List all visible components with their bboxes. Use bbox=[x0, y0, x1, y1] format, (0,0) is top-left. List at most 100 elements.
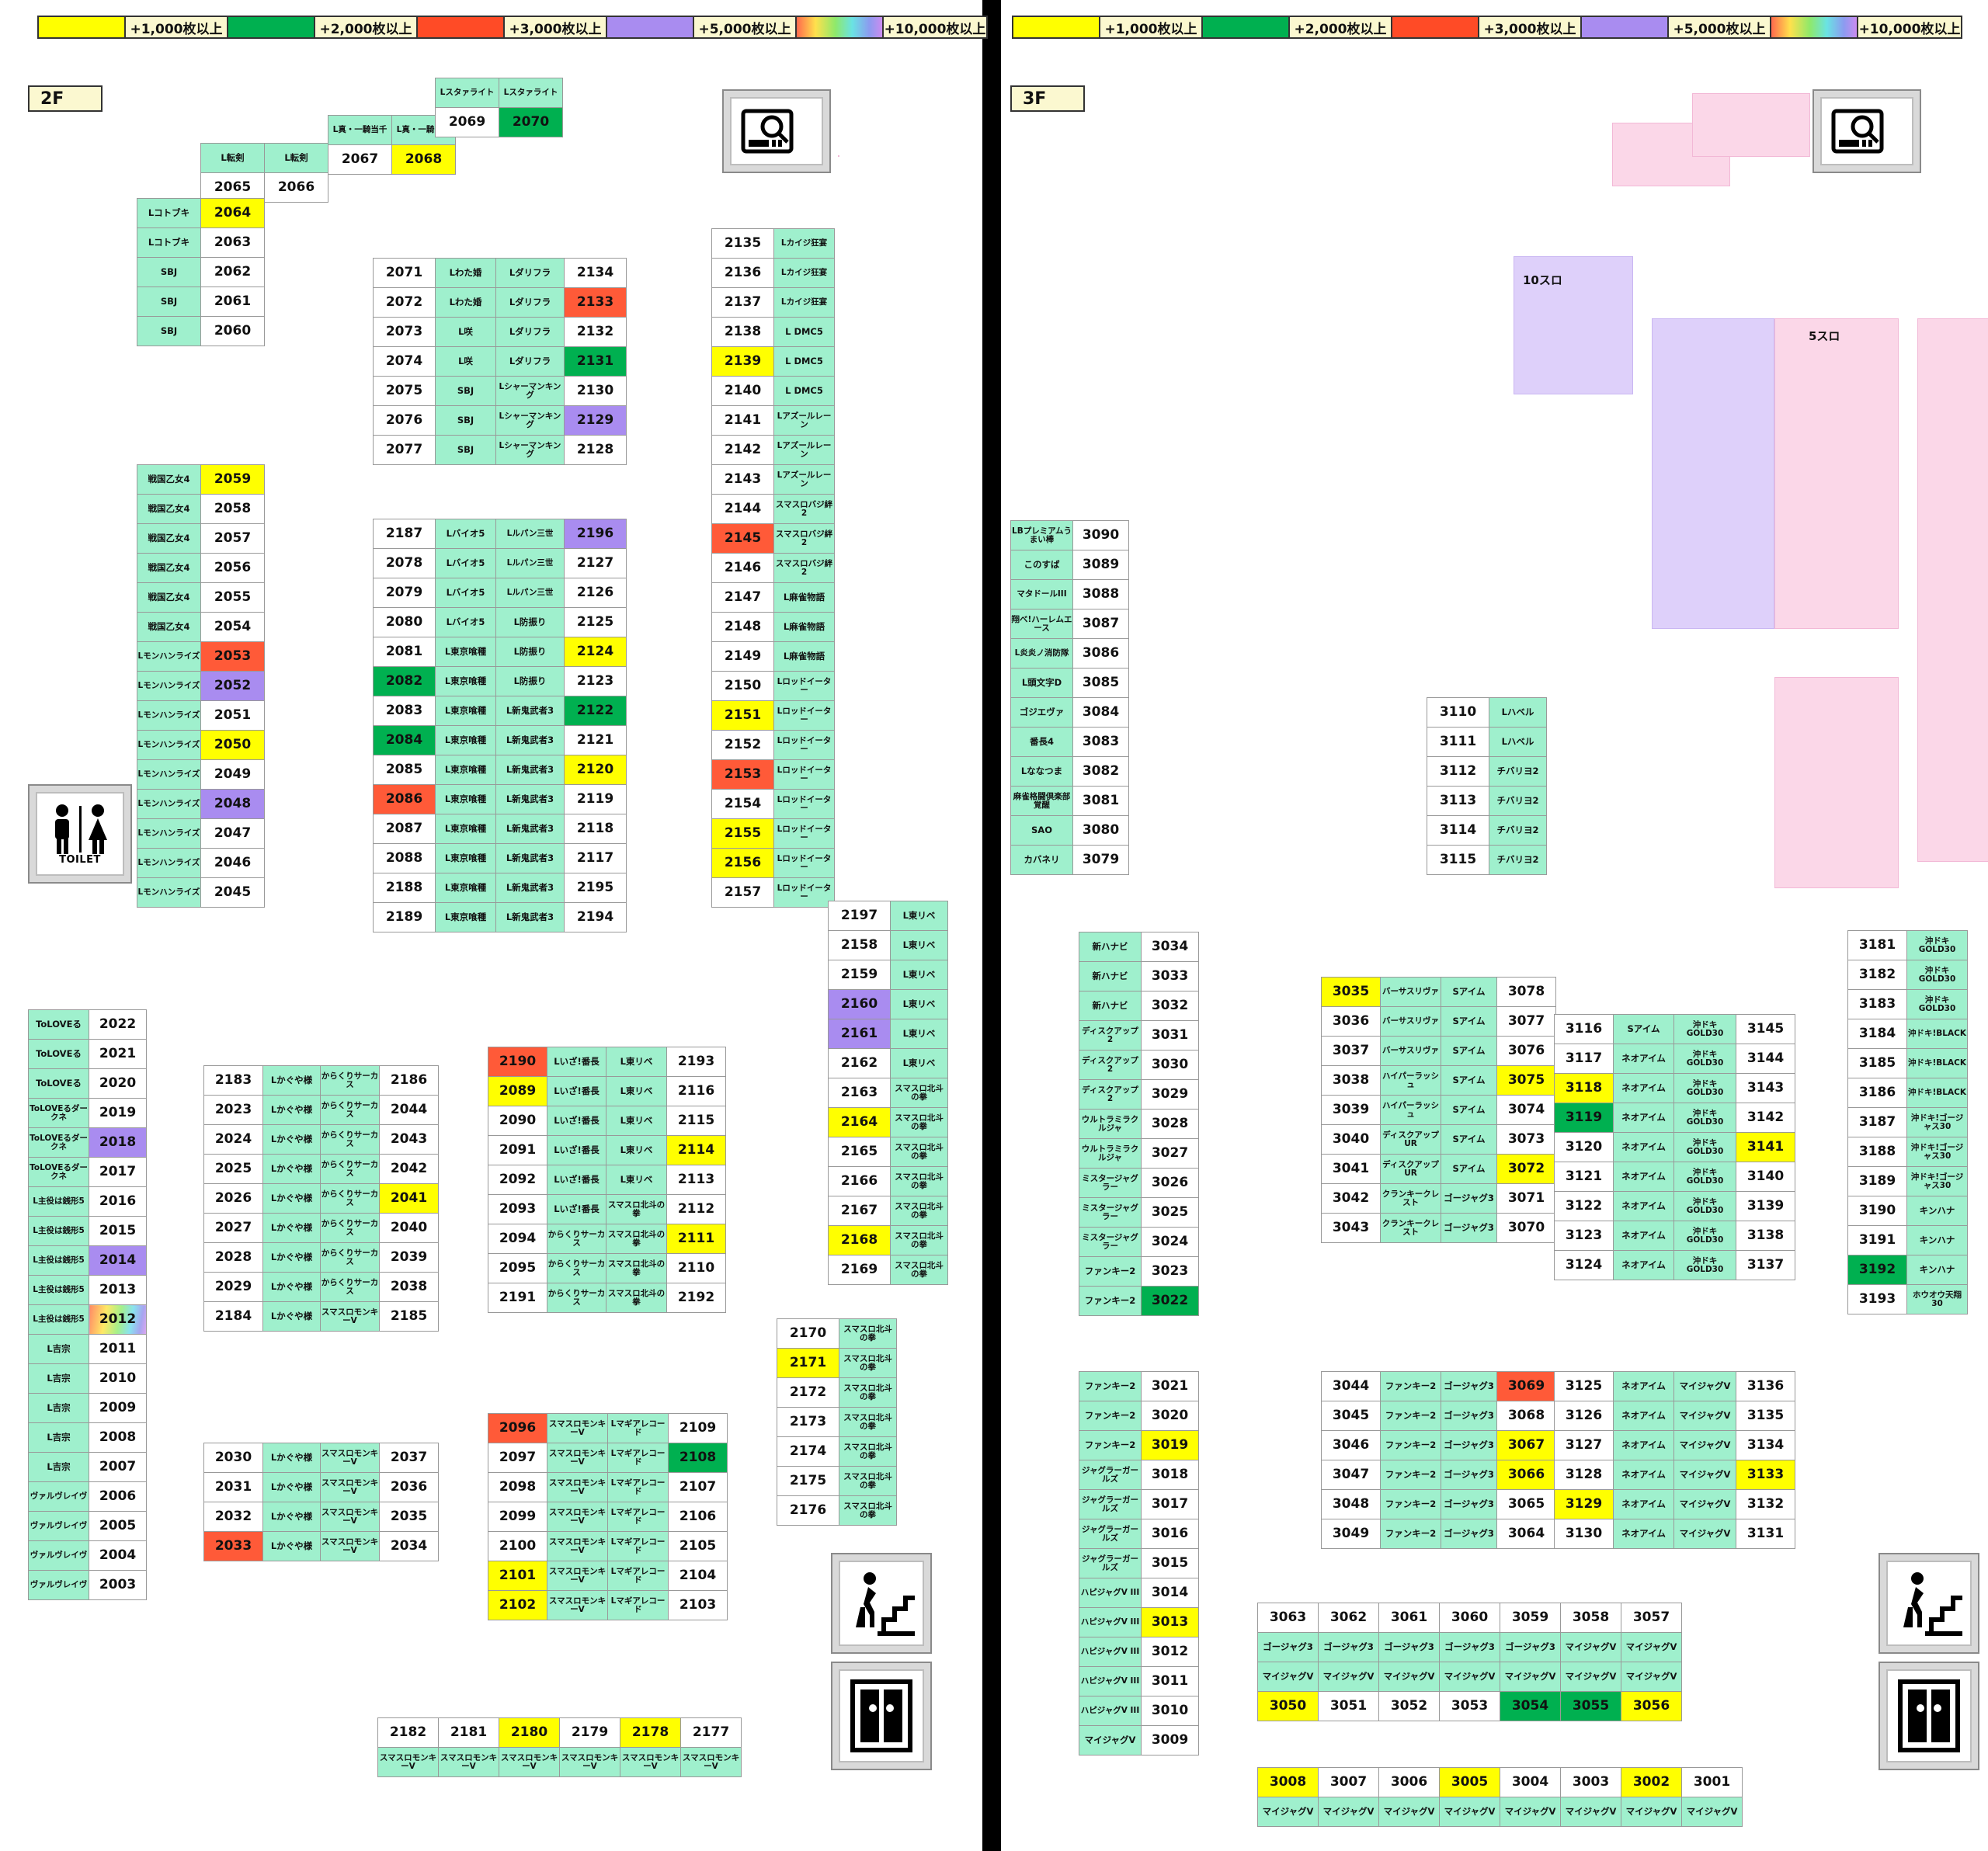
machine-name-cell[interactable]: Lモンハンライズ bbox=[137, 877, 201, 908]
machine-name-cell[interactable]: ゴージャグ3 bbox=[1441, 1371, 1497, 1401]
machine-name-cell[interactable]: Lシャーマンキング bbox=[495, 435, 565, 465]
machine-name-cell[interactable]: Lシャーマンキング bbox=[495, 376, 565, 406]
machine-number-cell[interactable]: 2196 bbox=[564, 519, 627, 549]
machine-name-cell[interactable]: Lいざ!番長 bbox=[547, 1076, 606, 1106]
machine-name-cell[interactable]: Lバイオ5 bbox=[435, 548, 496, 578]
machine-number-cell[interactable]: 3013 bbox=[1141, 1607, 1199, 1637]
machine-number-cell[interactable]: 2055 bbox=[200, 582, 265, 613]
machine-number-cell[interactable]: 3018 bbox=[1141, 1460, 1199, 1490]
machine-name-cell[interactable]: ネオアイム bbox=[1613, 1250, 1674, 1280]
machine-number-cell[interactable]: 3126 bbox=[1554, 1401, 1614, 1431]
machine-name-cell[interactable]: Lモンハンライズ bbox=[137, 641, 201, 672]
machine-number-cell[interactable]: 2058 bbox=[200, 494, 265, 524]
machine-number-cell[interactable]: 2182 bbox=[377, 1717, 439, 1748]
machine-number-cell[interactable]: 2017 bbox=[89, 1157, 147, 1187]
machine-number-cell[interactable]: 2033 bbox=[203, 1531, 263, 1561]
machine-number-cell[interactable]: 2188 bbox=[373, 873, 436, 903]
machine-name-cell[interactable]: ミスタージャグラー bbox=[1079, 1197, 1142, 1228]
machine-name-cell[interactable]: Lバイオ5 bbox=[435, 578, 496, 608]
machine-name-cell[interactable]: スマスロモンキーV bbox=[320, 1502, 380, 1532]
machine-number-cell[interactable]: 3118 bbox=[1554, 1073, 1614, 1103]
machine-number-cell[interactable]: 2071 bbox=[373, 258, 436, 288]
machine-name-cell[interactable]: Lかぐや様 bbox=[262, 1502, 321, 1532]
machine-name-cell[interactable]: LBプレミアムうまい棒 bbox=[1010, 520, 1073, 550]
table-2187[interactable]: 2187 Lバイオ5 Lルパン三世 2196 2078 Lバイオ5 Lルパン三世 2127 20… bbox=[373, 519, 627, 932]
machine-number-cell[interactable]: 3117 bbox=[1554, 1044, 1614, 1074]
machine-name-cell[interactable]: Lルパン三世 bbox=[495, 578, 565, 608]
machine-number-cell[interactable]: 3069 bbox=[1496, 1371, 1556, 1401]
machine-number-cell[interactable]: 3182 bbox=[1847, 960, 1907, 990]
machine-number-cell[interactable]: 2189 bbox=[373, 902, 436, 932]
machine-name-cell[interactable]: L東リベ bbox=[606, 1076, 667, 1106]
machine-name-cell[interactable]: ゴジエヴァ bbox=[1010, 697, 1073, 728]
machine-name-cell[interactable]: Lアズールレーン bbox=[773, 435, 835, 465]
machine-name-cell[interactable]: マイジャグV bbox=[1621, 1632, 1682, 1662]
machine-name-cell[interactable]: ネオアイム bbox=[1613, 1073, 1674, 1103]
machine-name-cell[interactable]: スマスロ北斗の拳 bbox=[606, 1253, 667, 1283]
machine-name-cell[interactable]: 沖ドキ!BLACK bbox=[1906, 1019, 1968, 1049]
machine-number-cell[interactable]: 2049 bbox=[200, 759, 265, 790]
machine-number-cell[interactable]: 2146 bbox=[711, 553, 774, 583]
machine-name-cell[interactable]: スマスロモンキーV bbox=[547, 1590, 608, 1620]
machine-name-cell[interactable]: このすば bbox=[1010, 550, 1073, 580]
machine-number-cell[interactable]: 3070 bbox=[1496, 1213, 1556, 1243]
machine-number-cell[interactable]: 3017 bbox=[1141, 1489, 1199, 1519]
machine-name-cell[interactable]: ファンキー2 bbox=[1079, 1371, 1142, 1401]
machine-number-cell[interactable]: 2025 bbox=[203, 1154, 263, 1184]
machine-name-cell[interactable]: マイジャグV bbox=[1560, 1632, 1621, 1662]
machine-number-cell[interactable]: 3006 bbox=[1378, 1767, 1440, 1797]
machine-name-cell[interactable]: ネオアイム bbox=[1613, 1519, 1674, 1549]
machine-number-cell[interactable]: 3114 bbox=[1427, 815, 1489, 846]
machine-name-cell[interactable]: SBJ bbox=[435, 376, 496, 406]
machine-name-cell[interactable]: マイジャグV bbox=[1673, 1519, 1736, 1549]
machine-name-cell[interactable]: マイジャグV bbox=[1257, 1662, 1319, 1692]
machine-number-cell[interactable]: 2151 bbox=[711, 700, 774, 731]
machine-number-cell[interactable]: 3016 bbox=[1141, 1519, 1199, 1549]
machine-name-cell[interactable]: スマスロ北斗の拳 bbox=[839, 1495, 897, 1526]
machine-name-cell[interactable]: L東リベ bbox=[890, 901, 948, 931]
table-3034[interactable]: 新ハナビ 3034 新ハナビ 3033 新ハナビ 3032 ディスクアップ2 3031 ディスク… bbox=[1079, 932, 1199, 1316]
machine-number-cell[interactable]: 2085 bbox=[373, 755, 436, 785]
machine-name-cell[interactable]: Lマギアレコード bbox=[607, 1561, 669, 1591]
machine-number-cell[interactable]: 2154 bbox=[711, 789, 774, 819]
machine-number-cell[interactable]: 2039 bbox=[379, 1242, 439, 1273]
machine-number-cell[interactable]: 2072 bbox=[373, 287, 436, 318]
machine-number-cell[interactable]: 2044 bbox=[379, 1095, 439, 1125]
machine-number-cell[interactable]: 2145 bbox=[711, 523, 774, 554]
table-2170[interactable]: 2170 スマスロ北斗の拳 2171 スマスロ北斗の拳 2172 スマスロ北斗の拳 2173… bbox=[777, 1318, 897, 1526]
machine-number-cell[interactable]: 2179 bbox=[559, 1717, 620, 1748]
machine-name-cell[interactable]: マイジャグV bbox=[1378, 1662, 1440, 1692]
machine-number-cell[interactable]: 2077 bbox=[373, 435, 436, 465]
machine-name-cell[interactable]: マイジャグV bbox=[1257, 1797, 1319, 1827]
machine-number-cell[interactable]: 2024 bbox=[203, 1124, 263, 1155]
machine-number-cell[interactable]: 2112 bbox=[666, 1194, 726, 1224]
machine-number-cell[interactable]: 2131 bbox=[564, 346, 627, 377]
machine-number-cell[interactable]: 2030 bbox=[203, 1443, 263, 1473]
machine-name-cell[interactable]: マイジャグV bbox=[1673, 1371, 1736, 1401]
machine-number-cell[interactable]: 2059 bbox=[200, 464, 265, 495]
machine-number-cell[interactable]: 2075 bbox=[373, 376, 436, 406]
machine-name-cell[interactable]: SBJ bbox=[435, 405, 496, 436]
machine-name-cell[interactable]: L吉宗 bbox=[28, 1393, 89, 1423]
machine-name-cell[interactable]: からくりサーカス bbox=[320, 1065, 380, 1096]
machine-number-cell[interactable]: 3115 bbox=[1427, 845, 1489, 875]
machine-number-cell[interactable]: 2060 bbox=[200, 316, 265, 346]
machine-name-cell[interactable]: L東リベ bbox=[606, 1106, 667, 1136]
machine-number-cell[interactable]: 2100 bbox=[488, 1531, 547, 1561]
machine-name-cell[interactable]: Lマギアレコード bbox=[607, 1590, 669, 1620]
machine-number-cell[interactable]: 3036 bbox=[1321, 1006, 1381, 1037]
machine-number-cell[interactable]: 2073 bbox=[373, 317, 436, 347]
machine-number-cell[interactable]: 3145 bbox=[1736, 1014, 1795, 1044]
machine-number-cell[interactable]: 2061 bbox=[200, 287, 265, 317]
machine-name-cell[interactable]: L吉宗 bbox=[28, 1452, 89, 1482]
machine-number-cell[interactable]: 2082 bbox=[373, 666, 436, 696]
machine-number-cell[interactable]: 3044 bbox=[1321, 1371, 1381, 1401]
machine-number-cell[interactable]: 2193 bbox=[666, 1047, 726, 1077]
machine-name-cell[interactable]: L転剣 bbox=[200, 143, 265, 173]
machine-number-cell[interactable]: 3003 bbox=[1560, 1767, 1621, 1797]
machine-name-cell[interactable]: ネオアイム bbox=[1613, 1132, 1674, 1162]
machine-number-cell[interactable]: 2135 bbox=[711, 228, 774, 259]
machine-number-cell[interactable]: 3085 bbox=[1072, 668, 1129, 698]
machine-number-cell[interactable]: 3072 bbox=[1496, 1154, 1556, 1184]
machine-number-cell[interactable]: 2158 bbox=[828, 930, 891, 960]
